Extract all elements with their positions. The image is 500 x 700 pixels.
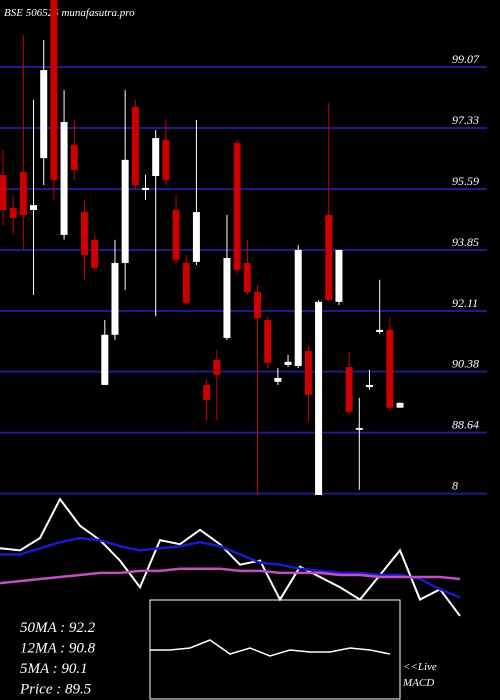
candle-body	[111, 262, 119, 335]
indicator-text: Price : 89.5	[19, 682, 92, 698]
candle-body	[142, 187, 150, 191]
candle-body	[254, 292, 261, 318]
y-tick-label: 97.33	[452, 113, 479, 127]
candle-body	[365, 384, 373, 388]
candle-body	[284, 361, 292, 365]
candle-body	[223, 258, 231, 338]
candle-body	[172, 209, 180, 260]
candle-body	[121, 159, 129, 263]
y-tick-label: 8	[452, 479, 458, 493]
candle-body	[243, 262, 251, 293]
live-label: <<Live	[403, 661, 437, 673]
candle-body	[294, 249, 302, 366]
candle-body	[233, 143, 241, 270]
candle-body	[40, 70, 48, 159]
y-tick-label: 99.07	[452, 52, 480, 66]
candle-body	[50, 0, 58, 180]
candle-body	[80, 212, 88, 255]
y-tick-label: 95.59	[452, 174, 479, 188]
candle-body	[213, 360, 221, 375]
candle-body	[9, 207, 17, 219]
candle-body	[182, 262, 190, 303]
indicator-line	[0, 497, 461, 617]
candle-body	[60, 121, 68, 235]
candle-body	[203, 384, 211, 400]
candle-body	[315, 301, 323, 495]
candle-body	[325, 214, 333, 301]
y-tick-label: 90.38	[452, 357, 479, 371]
candle-body	[396, 402, 404, 408]
y-tick-label: 93.85	[452, 235, 479, 249]
candle-body	[131, 106, 139, 186]
candle-body	[192, 212, 200, 262]
candle-body	[355, 428, 363, 430]
candle-body	[101, 334, 109, 385]
macd-label: MACD	[402, 677, 434, 689]
macd-line	[150, 639, 391, 657]
candle-body	[30, 205, 38, 210]
candle-body	[0, 174, 7, 210]
indicator-text: 12MA : 90.8	[20, 641, 96, 657]
candle-body	[91, 239, 99, 268]
indicator-line	[0, 567, 461, 585]
indicator-text: 5MA : 90.1	[20, 661, 88, 677]
y-tick-label: 92.11	[452, 296, 478, 310]
candle-body	[162, 139, 170, 180]
indicator-text: 50MA : 92.2	[20, 620, 96, 636]
candle-body	[335, 249, 343, 302]
candle-body	[386, 329, 394, 408]
y-tick-label: 88.64	[452, 418, 479, 432]
candle-body	[152, 138, 160, 176]
indicator-line	[0, 536, 461, 599]
candle-body	[19, 172, 27, 215]
candle-body	[376, 329, 384, 332]
chart-title: BSE 506525 munafasutra.pro	[4, 7, 135, 19]
candle-body	[264, 320, 272, 363]
candle-body	[70, 144, 78, 171]
candle-body	[274, 377, 282, 382]
candle-body	[345, 367, 353, 412]
candle-body	[304, 350, 312, 395]
